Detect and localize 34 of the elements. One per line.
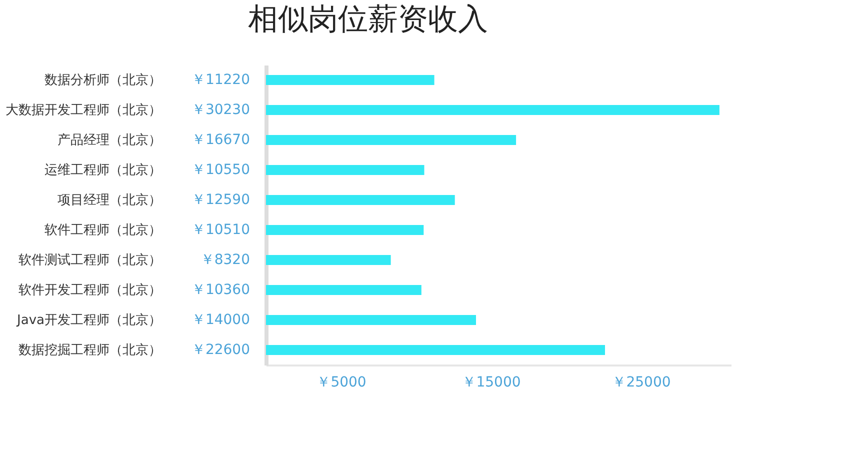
- x-tick-label: ￥5000: [316, 374, 366, 390]
- y-tick-label: 项目经理（北京）: [58, 193, 162, 208]
- bar: [266, 165, 424, 175]
- data-label: ￥10510: [191, 222, 250, 238]
- y-tick-label: Java开发工程师（北京）: [16, 313, 162, 328]
- data-label: ￥8320: [200, 252, 250, 268]
- bar: [266, 75, 434, 85]
- bar: [266, 345, 605, 355]
- y-tick-label: 数据分析师（北京）: [44, 73, 162, 88]
- bar: [266, 315, 476, 325]
- data-label: ￥16670: [191, 132, 250, 148]
- y-tick-label: 软件测试工程师（北京）: [18, 253, 162, 268]
- x-tick-label: ￥25000: [612, 374, 671, 390]
- bar: [266, 225, 424, 235]
- bar: [266, 195, 455, 205]
- data-label: ￥11220: [191, 72, 250, 88]
- data-label: ￥30230: [191, 102, 250, 118]
- y-tick-label: 软件开发工程师（北京）: [18, 283, 162, 298]
- y-tick-label: 数据挖掘工程师（北京）: [18, 343, 162, 358]
- bar: [266, 135, 516, 145]
- y-tick-label: 产品经理（北京）: [58, 133, 162, 148]
- bar: [266, 105, 720, 115]
- chart-title: 相似岗位薪资收入: [248, 2, 488, 37]
- y-tick-label: 运维工程师（北京）: [44, 163, 162, 178]
- bar: [266, 255, 391, 265]
- data-label: ￥12590: [191, 192, 250, 208]
- data-label: ￥22600: [191, 342, 250, 358]
- bar: [266, 285, 422, 295]
- y-tick-label: 大数据开发工程师（北京）: [6, 103, 162, 118]
- y-tick-label: 软件工程师（北京）: [44, 223, 162, 238]
- x-tick-label: ￥15000: [462, 374, 521, 390]
- data-label: ￥10360: [191, 282, 250, 298]
- data-label: ￥14000: [191, 312, 250, 328]
- data-label: ￥10550: [191, 162, 250, 178]
